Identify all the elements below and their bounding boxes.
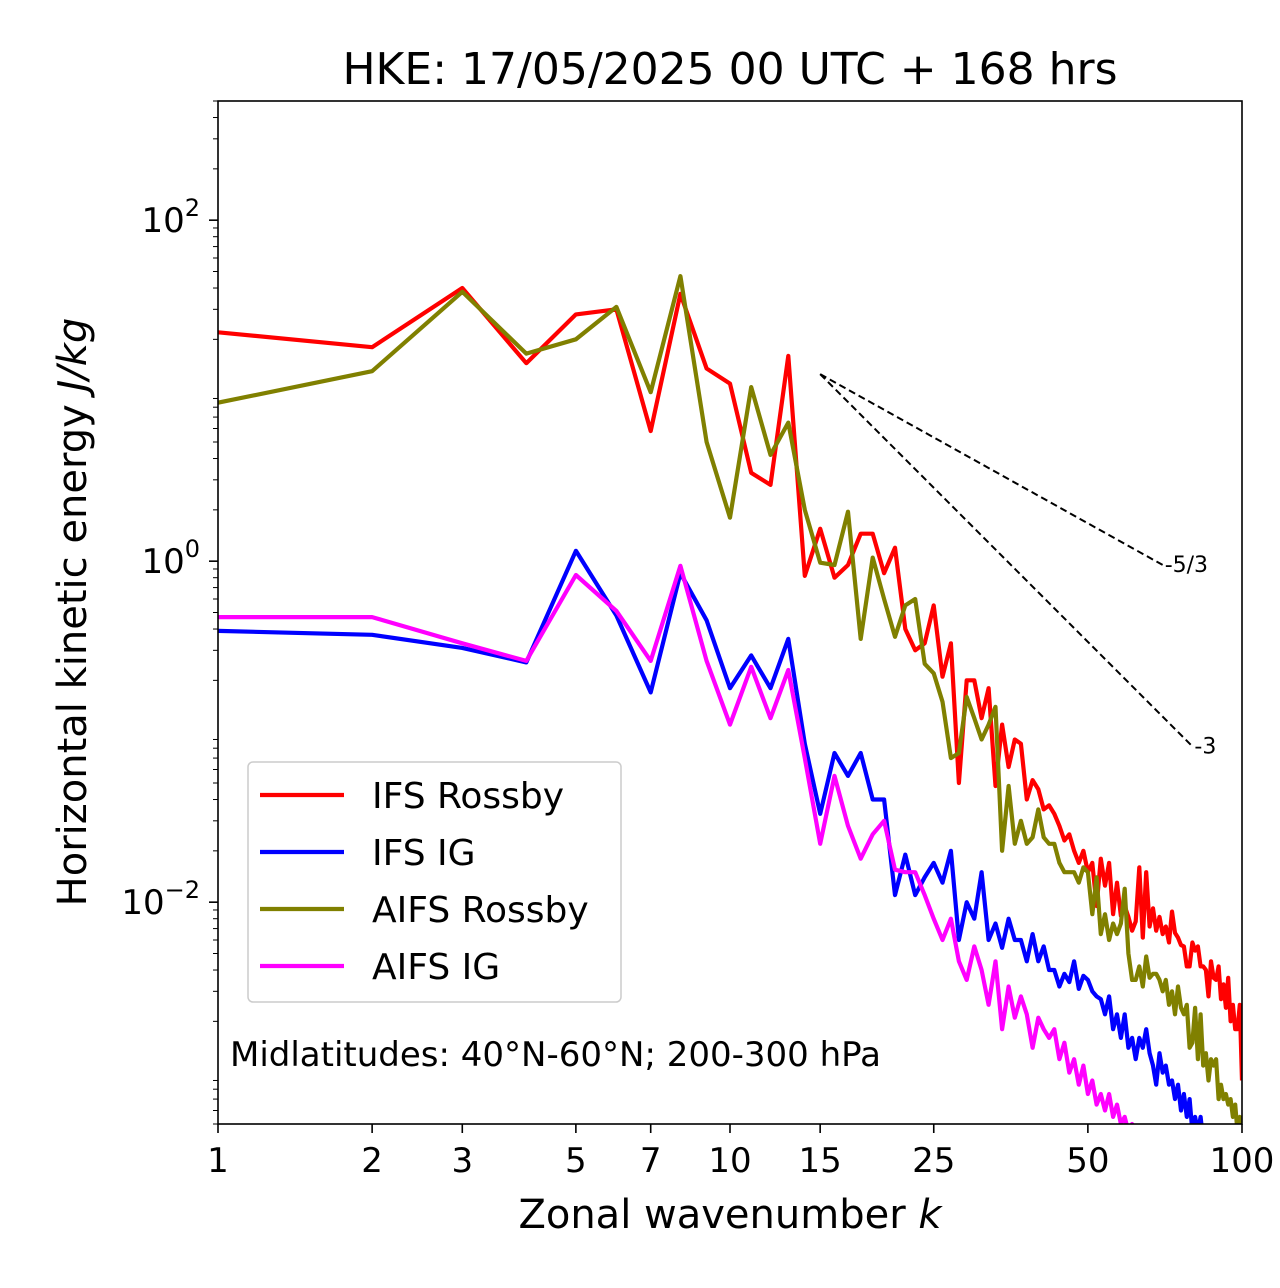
x-axis-label: Zonal wavenumber k	[518, 1192, 943, 1238]
reference-slope-labels: -5/3 -3	[1165, 553, 1217, 759]
legend: IFS Rossby IFS IG AIFS Rossby AIFS IG	[247, 761, 622, 1003]
reference-slope-label: -3	[1194, 734, 1216, 759]
x-tick-label: 100	[1210, 1141, 1275, 1181]
series-line-ifs-rossby	[218, 285, 1242, 1081]
x-tick-label: 3	[451, 1141, 473, 1181]
y-tick-exponent: −2	[165, 876, 200, 904]
reference-slope-line	[819, 373, 1194, 748]
series-lines	[218, 274, 1242, 1124]
y-axis-label-unit: J/kg	[50, 318, 96, 399]
y-axis-label: Horizontal kinetic energy J/kg	[50, 318, 96, 907]
x-axis-ticks: 1 2 3 5 7 10 15 25 50 100	[207, 1124, 1274, 1181]
chart-title: HKE: 17/05/2025 00 UTC + 168 hrs	[342, 44, 1117, 95]
region-annotation: Midlatitudes: 40°N-60°N; 200-300 hPa	[230, 1035, 881, 1075]
y-tick-label: 100	[141, 535, 200, 582]
x-axis-label-var: k	[918, 1192, 943, 1238]
series-line-aifs-rossby	[218, 274, 1242, 1124]
series-line-aifs-ig	[218, 563, 1135, 1124]
y-tick-base: 10	[141, 201, 184, 241]
x-axis-label-text: Zonal wavenumber	[518, 1192, 906, 1238]
reference-slope-label: -5/3	[1165, 553, 1208, 578]
x-tick-label: 10	[708, 1141, 751, 1181]
x-tick-label: 25	[912, 1141, 955, 1181]
y-tick-base: 10	[121, 883, 164, 923]
x-tick-label: 5	[565, 1141, 587, 1181]
minor-ticks	[213, 100, 218, 1125]
x-tick-label: 2	[361, 1141, 383, 1181]
legend-box	[247, 761, 622, 1003]
x-tick-label: 50	[1066, 1141, 1109, 1181]
y-axis-label-text: Horizontal kinetic energy	[50, 404, 96, 906]
legend-label: AIFS IG	[372, 947, 500, 988]
reference-slopes	[819, 373, 1194, 748]
y-tick-exponent: 0	[185, 535, 200, 563]
x-tick-label: 7	[640, 1141, 662, 1181]
y-tick-base: 10	[141, 542, 184, 582]
legend-label: AIFS Rossby	[372, 890, 589, 931]
x-tick-label: 1	[207, 1141, 229, 1181]
y-tick-label: 102	[141, 194, 200, 241]
legend-label: IFS IG	[372, 833, 476, 874]
y-tick-exponent: 2	[185, 194, 200, 222]
plot-frame	[217, 100, 1243, 1125]
x-tick-label: 15	[799, 1141, 842, 1181]
y-tick-label: 10−2	[121, 876, 200, 923]
series-line-ifs-ig	[218, 548, 1204, 1124]
legend-label: IFS Rossby	[372, 776, 564, 817]
